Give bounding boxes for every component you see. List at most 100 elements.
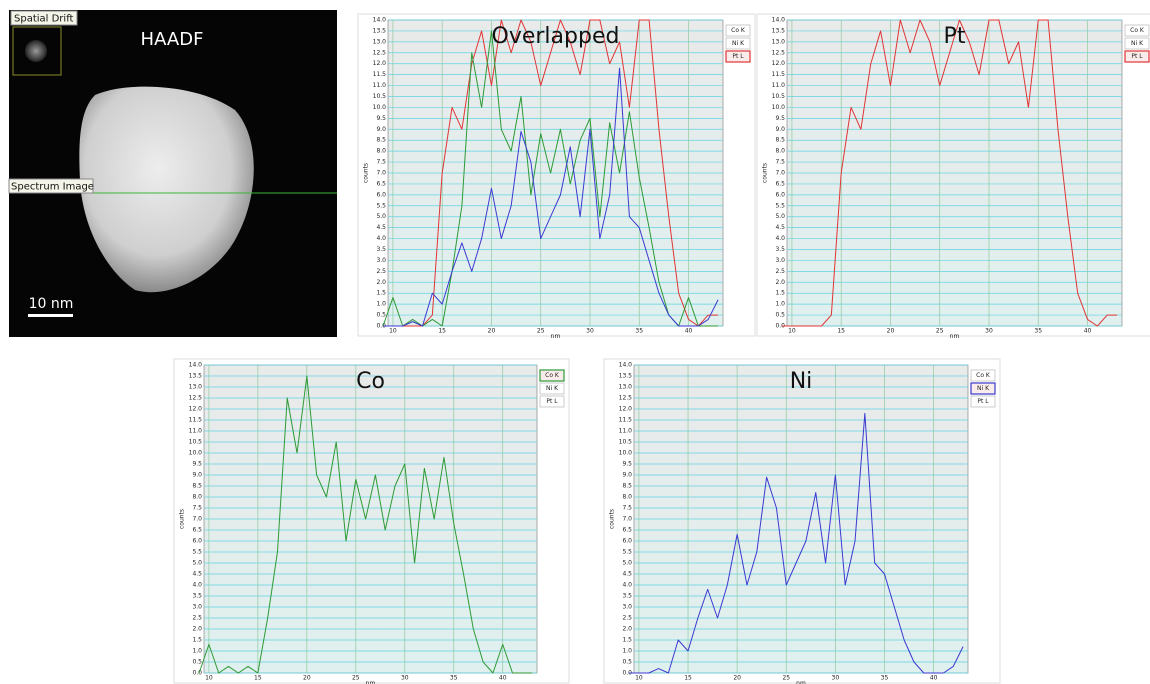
y-tick-label: 9.5: [622, 461, 632, 468]
x-tick-label: 15: [837, 328, 845, 335]
y-tick-label: 11.0: [373, 82, 387, 89]
legend-item: [970, 395, 996, 408]
y-tick-label: 9.0: [376, 126, 386, 133]
y-tick-label: 7.5: [192, 505, 202, 512]
chart-title: Ni: [790, 369, 813, 394]
y-tick-label: 0.5: [192, 659, 202, 666]
x-tick-label: 35: [450, 675, 458, 682]
series-line: [198, 375, 533, 674]
legend-label: Co K: [976, 372, 991, 379]
x-tick-label: 30: [985, 328, 993, 335]
y-tick-label: 4.5: [622, 571, 632, 578]
legend-label: Co K: [545, 372, 560, 379]
y-tick-label: 3.5: [376, 246, 386, 253]
drift-spot: [25, 40, 47, 62]
y-tick-label: 4.0: [622, 582, 632, 589]
y-tick-label: 2.0: [775, 279, 785, 286]
legend-label: Ni K: [732, 40, 745, 47]
y-tick-label: 7.5: [622, 505, 632, 512]
x-tick-label: 10: [788, 328, 796, 335]
y-axis-label: counts: [762, 163, 769, 183]
x-tick-label: 35: [1034, 328, 1042, 335]
legend-item: [1124, 24, 1150, 37]
y-tick-label: 12.5: [373, 49, 387, 56]
x-tick-label: 40: [685, 328, 693, 335]
y-tick-label: 12.0: [373, 60, 387, 67]
x-tick-label: 30: [586, 328, 594, 335]
legend-label: Ni K: [546, 385, 559, 392]
y-tick-label: 12.0: [772, 60, 786, 67]
y-tick-label: 10.0: [189, 450, 203, 457]
x-tick-label: 20: [303, 675, 311, 682]
y-tick-label: 6.0: [376, 191, 386, 198]
y-tick-label: 6.5: [775, 180, 785, 187]
y-tick-label: 8.0: [775, 148, 785, 155]
y-tick-label: 13.0: [189, 384, 203, 391]
series-line: [383, 67, 719, 327]
y-tick-label: 13.5: [619, 373, 633, 380]
y-tick-label: 7.5: [775, 159, 785, 166]
y-tick-label: 12.5: [772, 49, 786, 56]
y-tick-label: 9.0: [622, 472, 632, 479]
legend-item: [539, 369, 565, 382]
y-tick-label: 5.0: [376, 213, 386, 220]
y-tick-label: 3.0: [622, 604, 632, 611]
y-tick-label: 6.0: [622, 538, 632, 545]
y-tick-label: 13.0: [373, 38, 387, 45]
x-tick-label: 30: [832, 675, 840, 682]
legend-item: [970, 382, 996, 395]
x-tick-label: 25: [936, 328, 944, 335]
y-tick-label: 10.5: [619, 439, 633, 446]
x-tick-label: 10: [635, 675, 643, 682]
y-tick-label: 10.0: [619, 450, 633, 457]
y-tick-label: 12.5: [619, 395, 633, 402]
y-tick-label: 11.5: [619, 417, 633, 424]
y-tick-label: 3.5: [622, 593, 632, 600]
y-tick-label: 4.5: [192, 571, 202, 578]
y-tick-label: 11.5: [189, 417, 203, 424]
x-axis-label: nm: [551, 333, 561, 340]
y-tick-label: 5.0: [192, 560, 202, 567]
y-tick-label: 1.5: [622, 637, 632, 644]
drift-label-box: [10, 10, 78, 26]
legend-item: [1124, 50, 1150, 63]
y-tick-label: 3.0: [376, 257, 386, 264]
legend-label: Pt L: [1131, 53, 1143, 60]
y-tick-label: 10.5: [373, 93, 387, 100]
y-tick-label: 2.0: [376, 279, 386, 286]
chart-title: Overlapped: [492, 24, 620, 49]
x-tick-label: 10: [205, 675, 213, 682]
y-tick-label: 8.5: [192, 483, 202, 490]
y-tick-label: 7.0: [622, 516, 632, 523]
y-tick-label: 5.0: [775, 213, 785, 220]
y-tick-label: 1.5: [192, 637, 202, 644]
x-axis-label: nm: [950, 333, 960, 340]
y-tick-label: 0.0: [775, 323, 785, 330]
x-tick-label: 25: [782, 675, 790, 682]
y-tick-label: 9.0: [192, 472, 202, 479]
y-tick-label: 14.0: [772, 17, 786, 24]
y-tick-label: 4.5: [775, 224, 785, 231]
drift-box: [12, 26, 62, 76]
scale-bar: [28, 314, 73, 317]
x-axis-label: nm: [366, 680, 376, 684]
x-tick-label: 40: [930, 675, 938, 682]
y-tick-label: 11.0: [772, 82, 786, 89]
y-tick-label: 7.0: [775, 170, 785, 177]
legend-label: Pt L: [546, 398, 558, 405]
x-tick-label: 25: [537, 328, 545, 335]
x-tick-label: 20: [733, 675, 741, 682]
y-tick-label: 14.0: [373, 17, 387, 24]
y-tick-label: 4.0: [192, 582, 202, 589]
x-tick-label: 10: [389, 328, 397, 335]
y-tick-label: 0.5: [775, 312, 785, 319]
scale-label: 10 nm: [29, 296, 74, 312]
y-tick-label: 0.5: [622, 659, 632, 666]
y-axis-label: counts: [609, 509, 616, 529]
y-tick-label: 11.0: [189, 428, 203, 435]
x-tick-label: 30: [401, 675, 409, 682]
y-tick-label: 4.0: [775, 235, 785, 242]
x-tick-label: 35: [635, 328, 643, 335]
y-tick-label: 8.0: [192, 494, 202, 501]
